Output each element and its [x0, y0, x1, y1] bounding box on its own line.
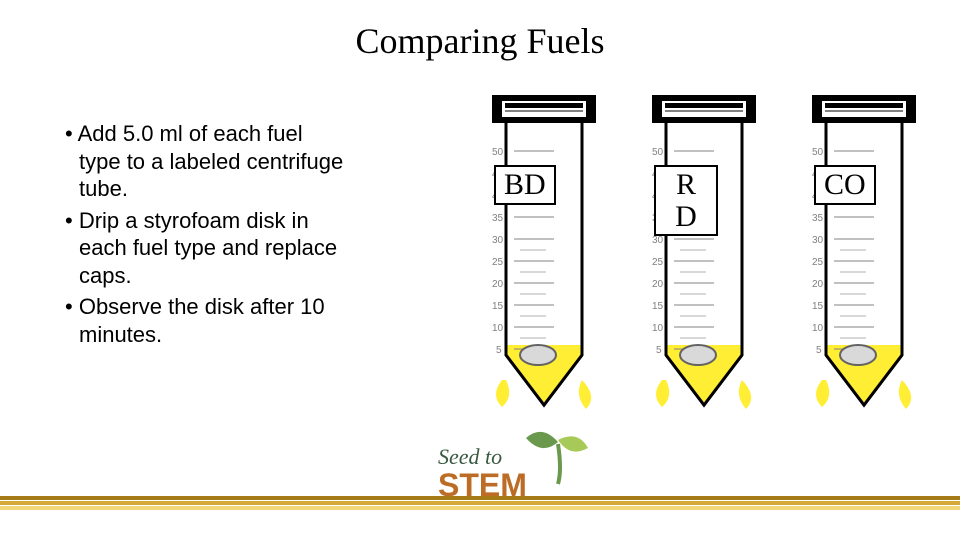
tube-svg: 5 10 15 20 25 30 35 40 45 50: [480, 95, 608, 425]
svg-text:30: 30: [652, 235, 664, 246]
list-item: • Add 5.0 ml of each fuel type to a labe…: [65, 120, 345, 203]
svg-text:50: 50: [492, 147, 504, 158]
svg-text:50: 50: [812, 147, 824, 158]
tube-co: 5 10 15 20 25 30 35 40 45 50 CO: [800, 95, 928, 425]
svg-text:20: 20: [652, 279, 664, 290]
svg-text:5: 5: [656, 345, 662, 356]
instruction-list: • Add 5.0 ml of each fuel type to a labe…: [65, 120, 345, 352]
tube-label: BD: [494, 165, 556, 205]
svg-text:5: 5: [816, 345, 822, 356]
svg-text:25: 25: [492, 257, 504, 268]
svg-text:20: 20: [812, 279, 824, 290]
footer-stripe: [0, 506, 960, 510]
tube-label: RD: [654, 165, 718, 236]
logo-text-seed-to: Seed to: [438, 444, 502, 469]
bullet-text: Observe the disk after 10 minutes.: [79, 294, 325, 347]
svg-text:10: 10: [492, 323, 504, 334]
list-item: • Drip a styrofoam disk in each fuel typ…: [65, 207, 345, 290]
svg-text:15: 15: [492, 301, 504, 312]
svg-text:35: 35: [812, 213, 824, 224]
svg-text:15: 15: [652, 301, 664, 312]
svg-text:20: 20: [492, 279, 504, 290]
svg-text:30: 30: [492, 235, 504, 246]
svg-text:10: 10: [812, 323, 824, 334]
bullet-text: Drip a styrofoam disk in each fuel type …: [79, 208, 337, 288]
footer-stripe: [0, 496, 960, 500]
svg-text:50: 50: [652, 147, 664, 158]
svg-text:30: 30: [812, 235, 824, 246]
page-title: Comparing Fuels: [0, 20, 960, 62]
tubes-diagram: 5 10 15 20 25 30 35 40 45 50: [480, 95, 960, 445]
tube-svg: 5 10 15 20 25 30 35 40 45 50: [800, 95, 928, 425]
tube-svg: 5 10 15 20 25 30 35 40 45 50: [640, 95, 768, 425]
list-item: • Observe the disk after 10 minutes.: [65, 293, 345, 348]
svg-text:25: 25: [652, 257, 664, 268]
svg-text:5: 5: [496, 345, 502, 356]
tube-label-text: RD: [675, 168, 697, 233]
svg-text:15: 15: [812, 301, 824, 312]
footer-stripe: [0, 501, 960, 505]
svg-text:35: 35: [492, 213, 504, 224]
tube-label-text: CO: [824, 168, 866, 201]
tube-label-text: BD: [504, 168, 546, 201]
svg-text:10: 10: [652, 323, 664, 334]
svg-text:25: 25: [812, 257, 824, 268]
tube-bd: 5 10 15 20 25 30 35 40 45 50: [480, 95, 608, 425]
tube-label: CO: [814, 165, 876, 205]
tube-rd: 5 10 15 20 25 30 35 40 45 50: [640, 95, 768, 425]
bullet-text: Add 5.0 ml of each fuel type to a labele…: [78, 121, 344, 201]
